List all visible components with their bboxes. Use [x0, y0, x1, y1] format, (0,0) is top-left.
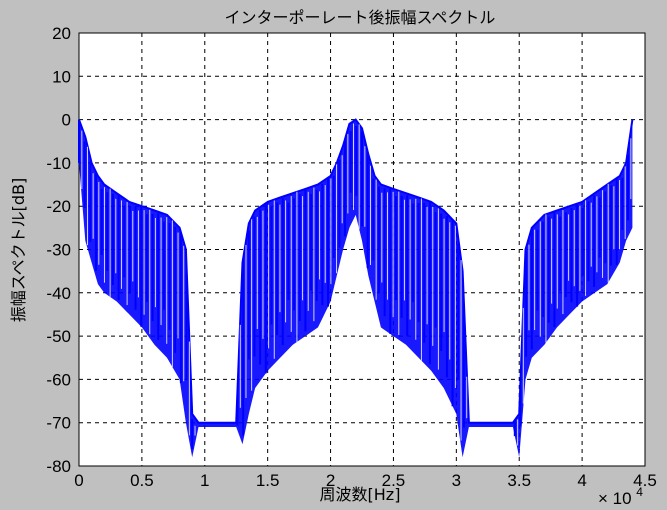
y-tick-label: -10 — [46, 154, 71, 173]
x-exponent-power: 4 — [636, 485, 643, 499]
x-tick-label: 2.5 — [382, 471, 406, 490]
y-tick-label: 10 — [52, 67, 71, 86]
chart-title: インターポーレート後振幅スペクトル — [225, 8, 496, 27]
spectrum-line-upper — [78, 118, 634, 424]
y-tick-label: -40 — [46, 284, 71, 303]
x-exponent-base: × 10 — [598, 489, 632, 508]
x-tick-label: 4.5 — [633, 471, 657, 490]
y-tick-label: 20 — [52, 24, 71, 43]
x-tick-labels: 0 0.5 1 1.5 2 2.5 3 3.5 4 4.5 — [74, 471, 657, 490]
x-tick-label: 1.5 — [256, 471, 280, 490]
y-tick-label: -30 — [46, 241, 71, 260]
y-tick-label: -70 — [46, 414, 71, 433]
x-tick-label: 0 — [74, 471, 83, 490]
x-tick-label: 4 — [577, 471, 586, 490]
x-tick-label: 0.5 — [130, 471, 154, 490]
spectrum-spikes — [78, 119, 632, 450]
y-tick-label: -20 — [46, 197, 71, 216]
y-tick-label: -80 — [46, 457, 71, 476]
x-tick-label: 3.5 — [507, 471, 531, 490]
y-tick-label: 0 — [62, 111, 71, 130]
x-axis-label: 周波数[Hz] — [320, 485, 401, 504]
x-exponent-label: × 10 4 — [598, 485, 643, 508]
y-axis-label: 振幅スペクトル[dB] — [9, 178, 28, 323]
y-tick-label: -50 — [46, 327, 71, 346]
y-tick-label: -60 — [46, 370, 71, 389]
y-tick-labels: 20 10 0 -10 -20 -30 -40 -50 -60 -70 -80 — [46, 24, 71, 476]
x-tick-label: 2 — [326, 471, 335, 490]
x-tick-label: 3 — [452, 471, 461, 490]
x-tick-label: 1 — [200, 471, 209, 490]
